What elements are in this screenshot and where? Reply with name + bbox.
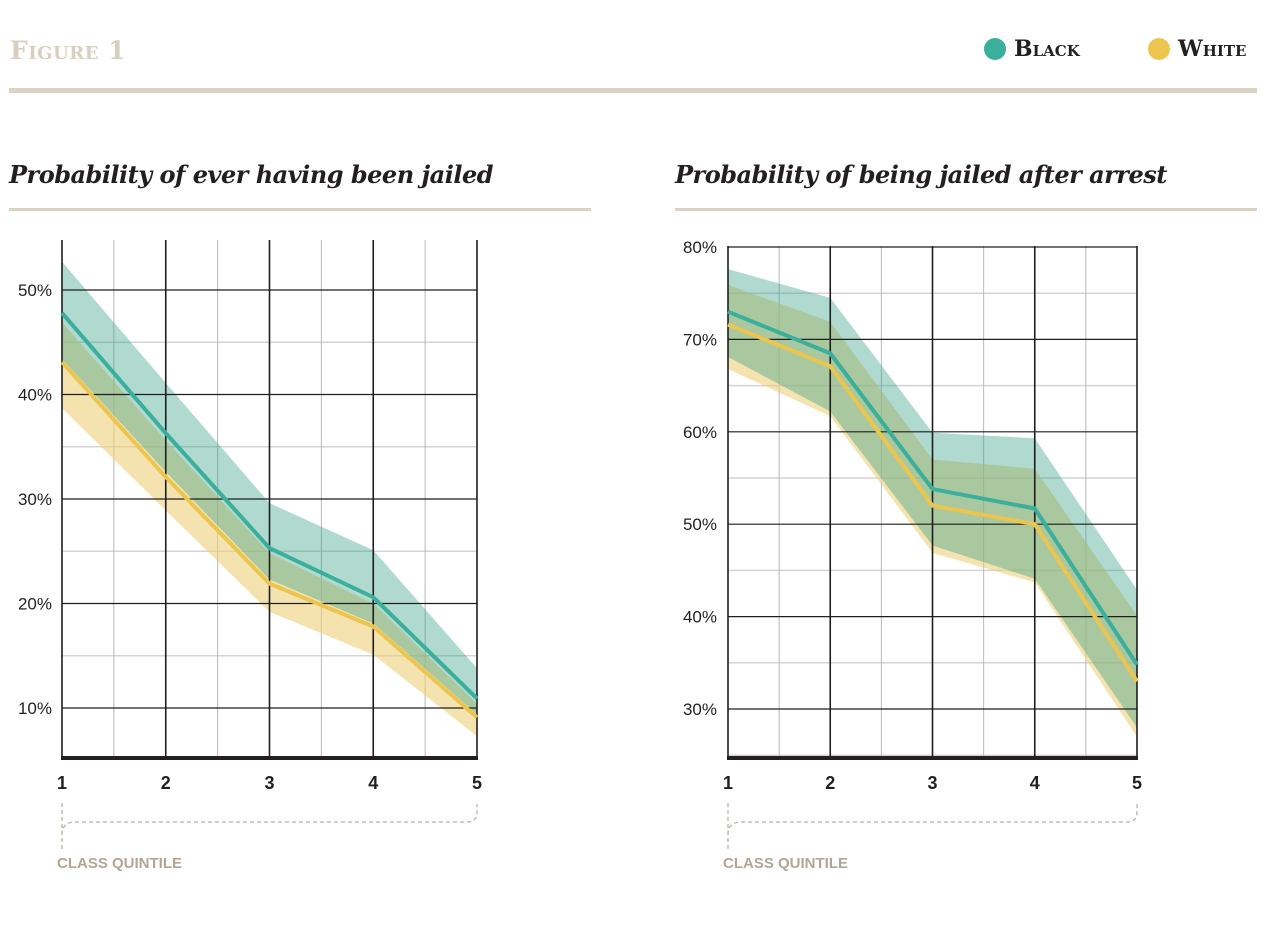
chart-title-rule-left (9, 208, 591, 211)
x-tick-label: 5 (1132, 773, 1142, 793)
x-tick-label: 5 (472, 773, 482, 793)
header-rule (9, 88, 1257, 93)
chart-title-rule-right (675, 208, 1257, 211)
chart-2: 30% 40% 50% 60% 70% 80% 1 2 3 4 5 (683, 238, 1142, 850)
legend-item-white: White (1148, 36, 1247, 62)
legend-label: White (1178, 36, 1247, 62)
x-tick-label: 3 (264, 773, 274, 793)
y-tick-label: 40% (18, 386, 52, 405)
x-tick-label: 1 (723, 773, 733, 793)
x-axis-label-left: CLASS QUINTILE (57, 855, 183, 872)
y-tick-label: 20% (18, 595, 52, 614)
legend-swatch-black (984, 38, 1006, 60)
y-tick-label: 70% (683, 330, 717, 349)
x-tick-label: 2 (161, 773, 171, 793)
x-tick-label: 1 (57, 773, 67, 793)
y-tick-label: 50% (683, 515, 717, 534)
y-tick-label: 50% (18, 281, 52, 300)
legend-label: Black (1014, 36, 1080, 62)
y-tick-label: 30% (683, 700, 717, 719)
x-tick-label: 4 (368, 773, 378, 793)
legend-item-black: Black (984, 36, 1080, 62)
legend-swatch-white (1148, 38, 1170, 60)
x-tick-label: 4 (1030, 773, 1040, 793)
quintile-bracket (61, 803, 478, 850)
y-tick-label: 30% (18, 490, 52, 509)
y-tick-label: 60% (683, 423, 717, 442)
x-axis-label-right: CLASS QUINTILE (723, 855, 849, 872)
chart-1: 10% 20% 30% 40% 50% 1 2 3 4 5 (18, 240, 482, 850)
chart-title-right: Probability of being jailed after arrest (675, 160, 1167, 189)
y-tick-label: 10% (18, 699, 52, 718)
y-tick-label: 40% (683, 608, 717, 627)
quintile-bracket (727, 803, 1138, 850)
x-tick-label: 3 (927, 773, 937, 793)
figure-title: Figure 1 (10, 36, 127, 65)
x-tick-label: 2 (825, 773, 835, 793)
y-tick-label: 80% (683, 238, 717, 257)
chart-title-left: Probability of ever having been jailed (9, 160, 494, 189)
